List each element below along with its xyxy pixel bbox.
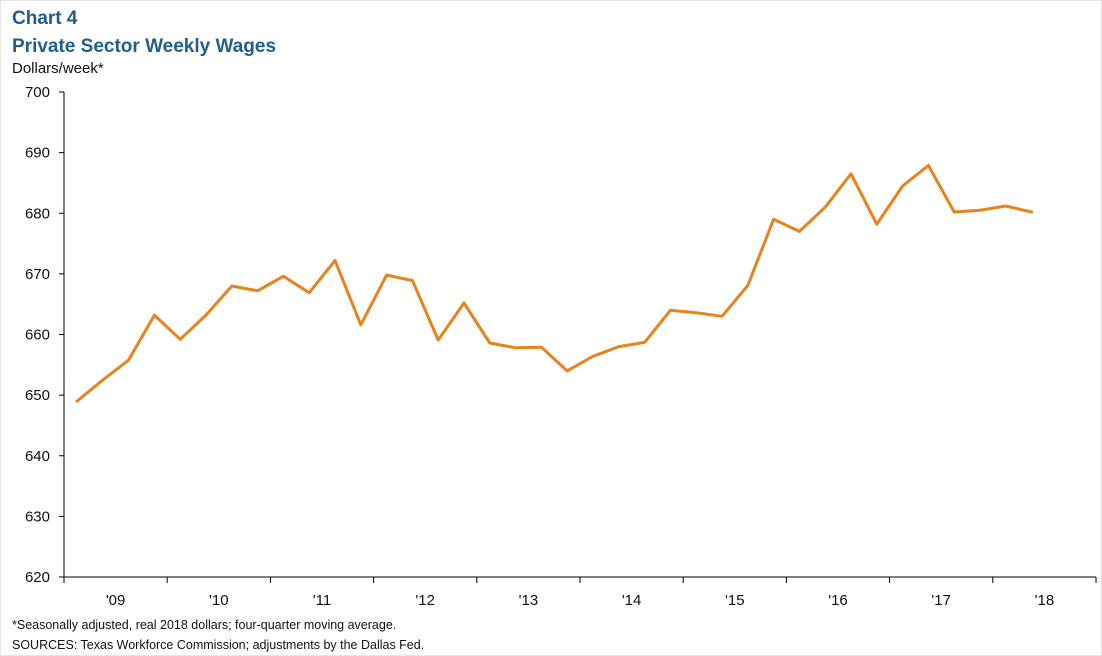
- y-tick-label: 690: [25, 145, 50, 162]
- x-tick-label: '17: [931, 592, 951, 609]
- y-tick-label: 620: [25, 569, 50, 586]
- x-axis-ticks: '09 '10 '11 '12 '13 '14 '15 '16 '17 '18: [63, 577, 1097, 609]
- x-tick-label: '13: [519, 592, 539, 609]
- sources-note: SOURCES: Texas Workforce Commission; adj…: [12, 638, 425, 652]
- y-axis-label: Dollars/week*: [12, 60, 104, 77]
- chart-title: Private Sector Weekly Wages: [12, 36, 277, 57]
- y-tick-label: 680: [25, 205, 50, 222]
- wages-series-line: [75, 163, 1034, 403]
- x-tick-label: '11: [313, 592, 331, 609]
- y-axis-ticks: 620 630 640 650 660 670 680 690 700: [25, 84, 64, 586]
- x-tick-label: '15: [725, 592, 745, 609]
- y-tick-label: 660: [25, 327, 50, 344]
- x-tick-label: '10: [209, 592, 229, 609]
- footnote: *Seasonally adjusted, real 2018 dollars;…: [12, 618, 397, 632]
- y-tick-label: 650: [25, 387, 50, 404]
- x-tick-label: '18: [1035, 592, 1055, 609]
- x-tick-label: '12: [415, 592, 435, 609]
- y-tick-label: 670: [25, 266, 50, 283]
- y-tick-label: 630: [25, 508, 50, 525]
- y-tick-label: 640: [25, 448, 50, 465]
- y-tick-label: 700: [25, 84, 50, 101]
- axes: [63, 92, 1096, 578]
- x-tick-label: '16: [828, 592, 848, 609]
- x-tick-label: '09: [106, 592, 126, 609]
- series-layer: [75, 163, 1034, 403]
- chart-number-label: Chart 4: [12, 8, 78, 29]
- x-tick-label: '14: [622, 592, 642, 609]
